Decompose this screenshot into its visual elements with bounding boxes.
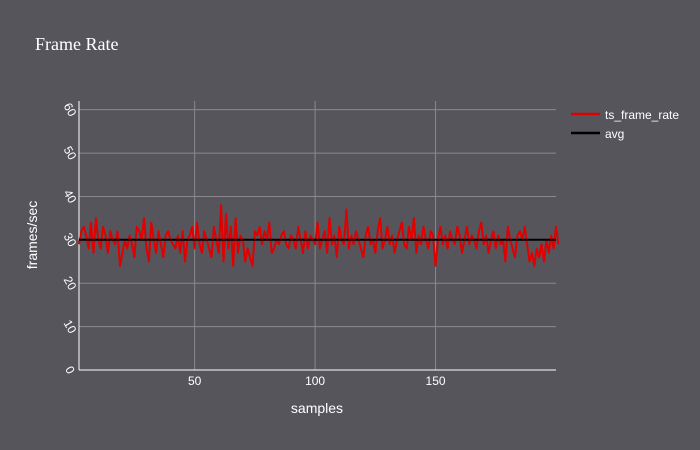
y-tick-label: 20 [61,274,80,293]
legend-label-avg: avg [605,127,624,141]
legend: ts_frame_rate avg [571,108,679,141]
legend-label-ts-frame-rate: ts_frame_rate [605,108,679,122]
x-tick-label: 100 [305,374,325,388]
series-line-ts-frame-rate [78,204,560,267]
y-tick-label: 50 [61,144,80,163]
y-tick-label: 40 [61,187,80,206]
axes [78,101,556,371]
x-tick-label: 50 [188,374,202,388]
x-axis-label: samples [291,400,343,416]
y-tick-label: 10 [61,317,80,336]
x-tick-label: 150 [426,374,446,388]
y-tick-label: 30 [61,231,80,250]
x-ticks: 50 100 150 [188,374,446,388]
chart-title: Frame Rate [35,34,118,54]
y-axis-label: frames/sec [24,201,40,269]
y-ticks: 0 10 20 30 40 50 60 [61,100,80,376]
y-tick-label: 0 [62,364,78,377]
series-lines [78,204,560,267]
y-tick-label: 60 [61,100,80,119]
